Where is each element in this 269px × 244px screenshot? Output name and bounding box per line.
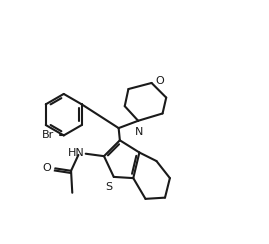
Text: HN: HN — [68, 148, 84, 157]
Text: Br: Br — [42, 131, 54, 140]
Text: O: O — [43, 163, 52, 173]
Text: O: O — [155, 76, 164, 85]
Text: S: S — [105, 182, 112, 192]
Text: N: N — [135, 127, 144, 137]
